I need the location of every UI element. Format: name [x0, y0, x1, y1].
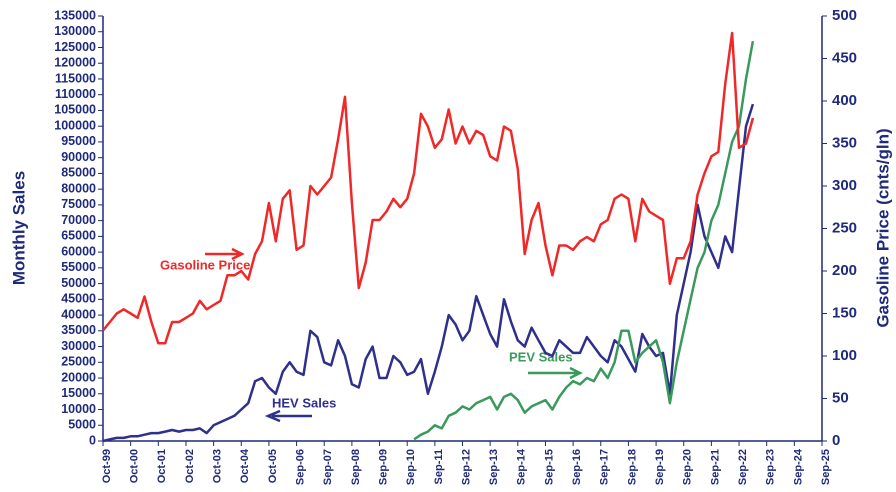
y2-tick-label: 300 [832, 177, 857, 194]
annotation: Gasoline Price [160, 257, 250, 272]
y-tick-label: 0 [89, 433, 96, 447]
y-tick-label: 115000 [55, 71, 96, 85]
y-tick-label: 80000 [61, 181, 96, 195]
arrow [264, 409, 312, 423]
y2-tick-label: 250 [832, 219, 857, 236]
y-tick-label: 5000 [68, 418, 96, 432]
y2-tick-label: 100 [832, 347, 857, 364]
y-tick-label: 105000 [54, 103, 96, 117]
y-tick-label: 25000 [61, 355, 96, 369]
x-tick-label: Sep-18 [626, 449, 638, 485]
y2-tick-label: 500 [832, 7, 857, 24]
x-tick-label: Sep-14 [516, 448, 528, 485]
y-tick-label: 120000 [54, 56, 96, 70]
y2-tick-label: 200 [832, 262, 857, 279]
y-tick-label: 30000 [61, 339, 96, 353]
y2-tick-label: 350 [832, 134, 857, 151]
x-tick-label: Sep-16 [571, 449, 583, 485]
x-tick-label: Sep-25 [820, 449, 832, 485]
x-tick-label: Sep-23 [765, 449, 777, 485]
x-tick-label: Sep-20 [682, 449, 694, 485]
x-tick-label: Oct-04 [239, 448, 251, 483]
y2-tick-label: 150 [832, 304, 857, 321]
x-tick-label: Sep-24 [792, 448, 804, 485]
x-tick-label: Sep-11 [433, 449, 445, 484]
series-line [102, 103, 755, 443]
arrow [528, 366, 583, 380]
annotation: PEV Sales [509, 349, 573, 364]
series-line [413, 40, 755, 441]
x-tick-label: Oct-02 [184, 449, 196, 483]
x-tick-label: Oct-99 [101, 449, 113, 483]
y-tick-label: 45000 [61, 292, 96, 306]
y-tick-label: 125000 [54, 40, 96, 54]
x-tick-label: Sep-17 [599, 449, 611, 485]
y-tick-label: 10000 [61, 402, 96, 416]
y-tick-label: 60000 [61, 244, 96, 258]
y-tick-label: 90000 [61, 150, 96, 164]
x-tick-label: Sep-22 [737, 449, 749, 485]
y-tick-label: 100000 [54, 118, 96, 132]
y-tick-label: 40000 [61, 307, 96, 321]
x-tick-label: Oct-05 [267, 449, 279, 483]
x-tick-label: Sep-08 [350, 449, 362, 485]
y-tick-label: 70000 [61, 213, 96, 227]
x-tick-label: Sep-06 [294, 449, 306, 485]
y2-axis-title: Gasoline Price (cnts/gln) [873, 128, 892, 327]
x-tick-label: Oct-00 [129, 449, 141, 483]
y2-tick-label: 50 [832, 389, 849, 406]
x-tick-label: Sep-12 [460, 449, 472, 485]
x-tick-label: Sep-15 [543, 449, 555, 485]
x-tick-label: Sep-19 [654, 449, 666, 485]
x-tick-label: Sep-07 [322, 449, 334, 485]
x-tick-label: Oct-01 [156, 449, 168, 483]
y-tick-label: 85000 [61, 166, 96, 180]
y-tick-label: 55000 [61, 260, 96, 274]
x-tick-label: Oct-03 [212, 449, 224, 483]
annotation: HEV Sales [272, 395, 336, 410]
y-tick-label: 130000 [54, 24, 96, 38]
series-line [102, 31, 755, 345]
y-tick-label: 110000 [55, 87, 96, 101]
y-tick-label: 50000 [61, 276, 96, 290]
y2-tick-label: 450 [832, 49, 857, 66]
y2-tick-label: 400 [832, 92, 857, 109]
x-tick-label: Sep-09 [377, 449, 389, 485]
x-tick-label: Sep-21 [709, 449, 721, 485]
y-tick-label: 20000 [61, 370, 96, 384]
y-axis-title: Monthly Sales [9, 171, 28, 285]
y-tick-label: 15000 [61, 386, 96, 400]
x-tick-label: Sep-10 [405, 449, 417, 485]
y-tick-label: 95000 [61, 134, 96, 148]
x-tick-label: Sep-13 [488, 449, 500, 485]
y-tick-label: 35000 [61, 323, 96, 337]
arrow [205, 247, 245, 261]
y2-tick-label: 0 [832, 432, 840, 449]
y-tick-label: 65000 [61, 229, 96, 243]
y-tick-label: 75000 [61, 197, 96, 211]
y-tick-label: 135000 [54, 8, 96, 22]
